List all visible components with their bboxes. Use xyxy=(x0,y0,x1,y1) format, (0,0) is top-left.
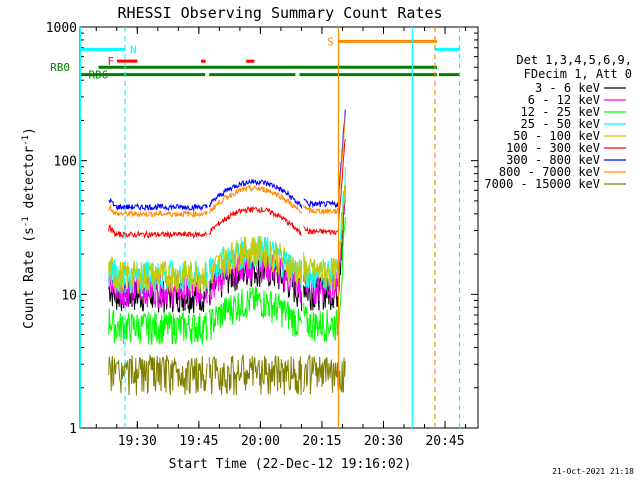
y-tick-label: 100 xyxy=(54,155,77,170)
legend-label: 50 - 100 keV xyxy=(513,129,600,143)
legend-label: 300 - 800 keV xyxy=(506,153,600,167)
series-line xyxy=(108,109,346,212)
x-tick-label: 20:15 xyxy=(302,434,341,449)
legend-label: 6 - 12 keV xyxy=(528,93,600,107)
x-axis-label: Start Time (22-Dec-12 19:16:02) xyxy=(169,457,412,472)
y-tick-label: 1 xyxy=(69,422,77,437)
x-tick-label: 20:45 xyxy=(425,434,464,449)
legend-label: 100 - 300 keV xyxy=(506,141,600,155)
series-line xyxy=(108,216,346,345)
series-line xyxy=(108,138,346,240)
series-line xyxy=(108,185,346,294)
series-line xyxy=(108,115,346,219)
x-tick-label: 20:00 xyxy=(241,434,280,449)
decimation-info-line: FDecim 1, Att 0 xyxy=(524,67,632,81)
legend-label: 12 - 25 keV xyxy=(521,105,600,119)
series-line xyxy=(108,353,346,396)
y-axis-label: Count Rate (s-1 detector-1) xyxy=(21,127,37,329)
legend-label: 3 - 6 keV xyxy=(535,81,600,95)
flag-label: N xyxy=(130,43,137,56)
x-tick-label: 19:30 xyxy=(118,434,157,449)
footer-date: 21-Oct-2021 21:18 xyxy=(552,467,634,476)
detector-info-line: Det 1,3,4,5,6,9, xyxy=(516,53,632,67)
flag-label: RB0 xyxy=(50,61,70,74)
legend-label: 7000 - 15000 keV xyxy=(484,177,600,191)
chart-title: RHESSI Observing Summary Count Rates xyxy=(117,4,442,22)
x-tick-label: 19:45 xyxy=(179,434,218,449)
x-tick-label: 20:30 xyxy=(364,434,403,449)
flag-label: RD6 xyxy=(89,69,109,82)
y-tick-label: 1000 xyxy=(46,21,77,36)
flag-label: S xyxy=(327,35,334,48)
y-tick-label: 10 xyxy=(61,288,77,303)
plot-area: 1 10 100 1000 19:30 19:45 20:00 20:15 20:30 20:45… xyxy=(46,21,479,449)
legend-label: 800 - 7000 keV xyxy=(499,165,600,179)
legend-label: 25 - 50 keV xyxy=(521,117,600,131)
flag-label: F xyxy=(107,55,114,68)
